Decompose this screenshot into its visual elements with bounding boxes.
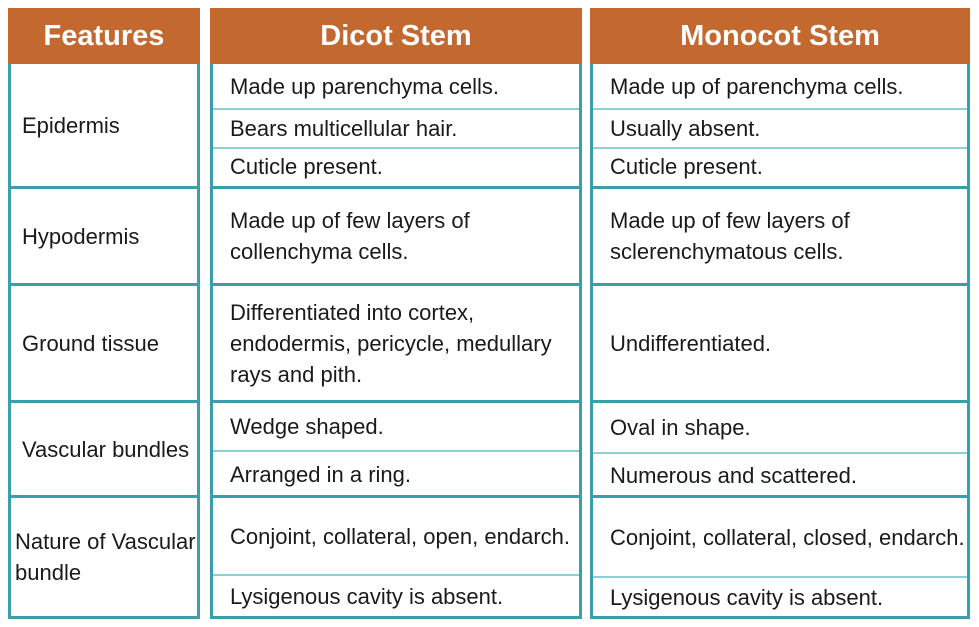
- feature-label: Hypodermis: [22, 223, 140, 249]
- dicot-cell: Wedge shaped.: [230, 414, 384, 439]
- row-ground-tissue: Differentiated into cortex, endodermis, …: [213, 283, 579, 400]
- monocot-cell: Undifferentiated.: [610, 330, 772, 356]
- row-epidermis: Made up of parenchyma cells. Usually abs…: [593, 64, 967, 186]
- dicot-body: Made up parenchyma cells. Bears multicel…: [210, 64, 582, 619]
- monocot-body: Made up of parenchyma cells. Usually abs…: [590, 64, 970, 619]
- feature-label: Nature of Vascular bundle: [15, 529, 196, 585]
- row-vascular-bundles: Vascular bundles: [11, 400, 197, 495]
- feature-label: Epidermis: [22, 112, 120, 138]
- features-header: Features: [8, 8, 200, 64]
- monocot-cell: Made up of few layers of sclerenchymatou…: [610, 208, 850, 264]
- row-hypodermis: Made up of few layers of collenchyma cel…: [213, 186, 579, 283]
- row-epidermis: Epidermis: [11, 64, 197, 186]
- row-ground-tissue: Ground tissue: [11, 283, 197, 400]
- row-ground-tissue: Undifferentiated.: [593, 283, 967, 400]
- monocot-cell: Lysigenous cavity is absent.: [593, 576, 967, 617]
- monocot-cell: Conjoint, collateral, closed, endarch.: [610, 524, 965, 550]
- row-epidermis: Made up parenchyma cells. Bears multicel…: [213, 64, 579, 186]
- row-nature-vascular-bundle: Nature of Vascular bundle: [11, 495, 197, 616]
- feature-label: Ground tissue: [22, 330, 159, 356]
- dicot-column: Dicot Stem Made up parenchyma cells. Bea…: [210, 8, 582, 619]
- row-nature-vascular-bundle: Conjoint, collateral, open, endarch. Lys…: [213, 495, 579, 616]
- dicot-cell: Cuticle present.: [213, 147, 579, 184]
- monocot-cell: Oval in shape.: [610, 415, 751, 440]
- features-body: Epidermis Hypodermis Ground tissue Vascu…: [8, 64, 200, 619]
- row-vascular-bundles: Oval in shape. Numerous and scattered.: [593, 400, 967, 495]
- monocot-cell: Made up of parenchyma cells.: [610, 73, 904, 99]
- monocot-column: Monocot Stem Made up of parenchyma cells…: [590, 8, 970, 619]
- monocot-cell: Numerous and scattered.: [593, 452, 967, 496]
- row-hypodermis: Hypodermis: [11, 186, 197, 283]
- monocot-cell: Cuticle present.: [593, 147, 967, 184]
- features-column: Features Epidermis Hypodermis Ground tis…: [8, 8, 200, 619]
- dicot-cell: Differentiated into cortex, endodermis, …: [230, 299, 552, 387]
- dicot-cell: Conjoint, collateral, open, endarch.: [230, 523, 570, 549]
- dicot-cell: Made up of few layers of collenchyma cel…: [230, 208, 470, 264]
- monocot-header: Monocot Stem: [590, 8, 970, 64]
- dicot-header: Dicot Stem: [210, 8, 582, 64]
- dicot-cell: Bears multicellular hair.: [213, 108, 579, 147]
- row-nature-vascular-bundle: Conjoint, collateral, closed, endarch. L…: [593, 495, 967, 616]
- dicot-cell: Made up parenchyma cells.: [230, 73, 500, 99]
- monocot-cell: Usually absent.: [593, 108, 967, 147]
- row-hypodermis: Made up of few layers of sclerenchymatou…: [593, 186, 967, 283]
- row-vascular-bundles: Wedge shaped. Arranged in a ring.: [213, 400, 579, 495]
- dicot-cell: Lysigenous cavity is absent.: [213, 574, 579, 617]
- feature-label: Vascular bundles: [22, 436, 190, 462]
- dicot-cell: Arranged in a ring.: [213, 450, 579, 496]
